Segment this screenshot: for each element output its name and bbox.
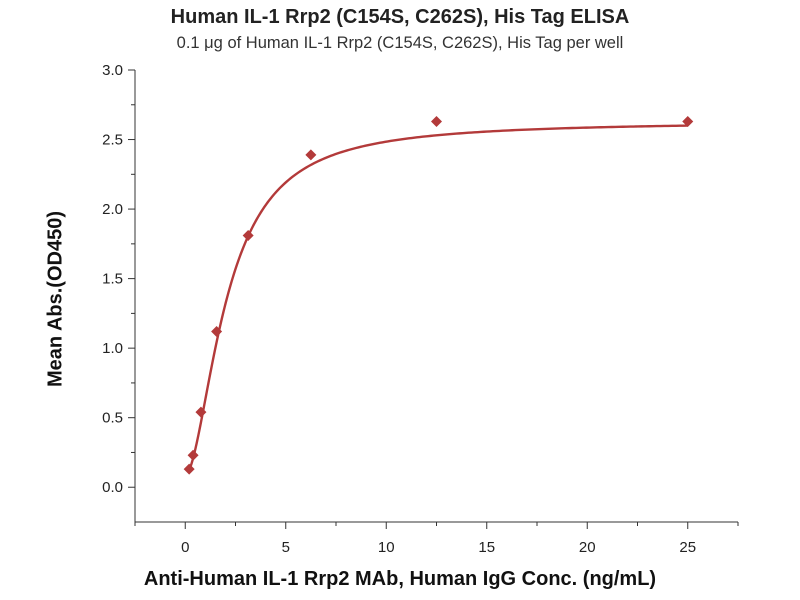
x-ticks: 0 5 10 15 20 25 [134, 522, 739, 556]
x-tick-label: 5 [282, 539, 290, 556]
x-tick-label: 25 [679, 539, 696, 556]
y-tick-label: 0.5 [102, 410, 123, 427]
x-tick-label: 15 [478, 539, 495, 556]
x-axis-label: Anti-Human IL-1 Rrp2 MAb, Human IgG Conc… [143, 568, 657, 590]
y-tick-label: 2.0 [102, 201, 123, 218]
y-tick-label: 2.5 [102, 132, 123, 149]
y-tick-label: 1.0 [102, 340, 123, 357]
data-point [183, 463, 195, 475]
data-point [305, 149, 317, 161]
y-tick-label: 0.0 [102, 479, 123, 496]
data-point [682, 115, 694, 127]
y-ticks: 0.0 0.5 1.0 1.5 2.0 2.5 3.0 [102, 62, 135, 496]
y-tick-label: 1.5 [102, 271, 123, 288]
data-point [187, 449, 199, 461]
chart-subtitle: 0.1 μg of Human IL-1 Rrp2 (C154S, C262S)… [176, 34, 624, 52]
axes [134, 70, 738, 523]
data-points [183, 115, 694, 475]
y-axis-label: Mean Abs.(OD450) [44, 211, 67, 387]
data-point [431, 115, 442, 127]
chart-title: Human IL-1 Rrp2 (C154S, C262S), His Tag … [170, 6, 630, 28]
y-tick-label: 3.0 [102, 62, 123, 79]
fit-curve [187, 124, 688, 472]
x-tick-label: 20 [579, 539, 596, 556]
data-point [242, 230, 254, 242]
data-point [211, 325, 223, 337]
x-tick-label: 0 [181, 539, 189, 556]
data-point [195, 406, 207, 418]
x-tick-label: 10 [378, 539, 395, 556]
